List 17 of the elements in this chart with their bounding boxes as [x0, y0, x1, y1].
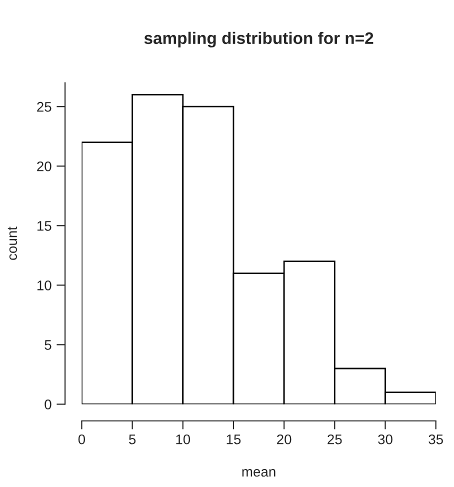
- y-tick-label: 0: [44, 400, 52, 410]
- y-tick-label: 10: [37, 280, 52, 290]
- x-tick-label: 10: [176, 434, 190, 444]
- y-tick-label: 15: [37, 221, 52, 231]
- x-tick-label: 15: [226, 434, 241, 444]
- y-tick-label: 25: [37, 102, 52, 112]
- x-tick-label: 5: [129, 434, 136, 444]
- y-axis-title: count: [8, 226, 17, 260]
- x-tick-label: 0: [78, 434, 86, 444]
- x-tick-label: 25: [328, 434, 342, 444]
- y-tick-label: 20: [37, 161, 52, 172]
- x-axis-title: mean: [242, 469, 276, 477]
- x-tick-label: 35: [428, 434, 443, 444]
- y-tick-label: 5: [44, 340, 52, 350]
- x-tick-label: 20: [277, 434, 292, 444]
- chart-title: sampling distribution for n=2: [144, 32, 374, 48]
- x-tick-label: 30: [378, 434, 392, 444]
